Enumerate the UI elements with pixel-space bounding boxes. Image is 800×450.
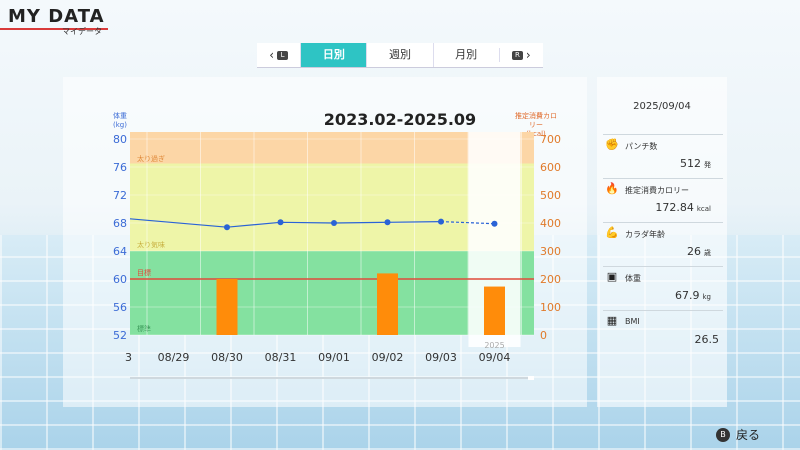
band-label-overweight: 太り過ぎ bbox=[137, 154, 165, 163]
calorie-axis-title: 推定消費カロリー (kcal) bbox=[512, 112, 560, 139]
l-button-icon: L bbox=[277, 50, 289, 60]
weight-point-08-30 bbox=[224, 224, 230, 231]
weight-point-09-01 bbox=[331, 220, 337, 226]
weight-line-projection bbox=[440, 221, 495, 225]
stat-label: 体重 bbox=[625, 274, 641, 283]
weight-tick: 56 bbox=[113, 301, 127, 314]
weight-point-09-03 bbox=[438, 218, 444, 225]
stat-value: 26.5 bbox=[695, 333, 720, 346]
target-label: 目標 bbox=[137, 268, 151, 277]
stat-number: 26 bbox=[687, 245, 701, 258]
stat-number: 512 bbox=[680, 157, 701, 170]
chevron-right-icon: › bbox=[525, 48, 531, 62]
calorie-bar-08-30 bbox=[216, 279, 238, 335]
chevron-left-icon: ‹ bbox=[269, 48, 275, 62]
flame-icon: 🔥 bbox=[605, 182, 619, 195]
band-2 bbox=[130, 251, 534, 335]
x-tick-09-03: 09/03 bbox=[425, 351, 457, 364]
stat-value: 512 発 bbox=[680, 157, 711, 170]
stat-scale: ▣ 体重 67.9 kg bbox=[603, 266, 723, 311]
stat-label: パンチ数 bbox=[625, 142, 658, 151]
back-button[interactable]: B 戻る bbox=[716, 426, 760, 443]
x-tick-08-30: 08/30 bbox=[211, 351, 243, 364]
summary-date: 2025/09/04 bbox=[633, 101, 691, 112]
calorie-tick: 500 bbox=[540, 189, 561, 202]
scale-icon: ▣ bbox=[606, 270, 618, 283]
calorie-tick: 400 bbox=[540, 217, 561, 230]
weight-tick: 76 bbox=[113, 161, 127, 174]
tab-prev-button[interactable]: ‹ L bbox=[257, 48, 300, 62]
weight-line bbox=[129, 218, 442, 228]
x-tick-partial: 3 bbox=[125, 351, 132, 364]
muscle-icon: 💪 bbox=[605, 226, 619, 239]
stat-unit: 発 bbox=[704, 161, 711, 169]
r-button-icon: R bbox=[511, 50, 523, 60]
page-title: MY DATA bbox=[8, 6, 105, 27]
x-tick-09-01: 09/01 bbox=[318, 351, 350, 364]
stat-label: カラダ年齢 bbox=[625, 230, 665, 239]
b-button-icon: B bbox=[716, 427, 730, 442]
weight-tick: 60 bbox=[113, 273, 127, 286]
weight-tick: 52 bbox=[113, 329, 127, 342]
weight-point-09-02 bbox=[384, 219, 391, 226]
x-tick-09-02: 09/02 bbox=[372, 351, 404, 364]
weight-axis-title: 体重 (kg) bbox=[106, 112, 134, 130]
page-subtitle: マイデータ bbox=[62, 27, 102, 36]
stat-unit: 歳 bbox=[704, 249, 711, 257]
stat-value: 67.9 kg bbox=[675, 289, 711, 302]
stat-number: 26.5 bbox=[694, 333, 720, 346]
calorie-tick: 200 bbox=[540, 273, 561, 286]
stat-flame: 🔥 推定消費カロリー 172.84 kcal bbox=[603, 178, 723, 223]
back-label: 戻る bbox=[736, 428, 761, 442]
stat-unit: kcal bbox=[696, 205, 711, 213]
x-tick-09-04: 09/04 bbox=[479, 351, 511, 364]
weight-axis-title-line1: 体重 bbox=[113, 112, 127, 120]
stat-label: BMI bbox=[625, 317, 640, 326]
calculator-icon: ▦ bbox=[606, 314, 618, 327]
stat-value: 26 歳 bbox=[687, 245, 711, 258]
tab-daily[interactable]: 日別 bbox=[300, 43, 367, 67]
stat-calculator: ▦ BMI 26.5 bbox=[603, 310, 723, 355]
stat-label: 推定消費カロリー bbox=[625, 186, 689, 195]
calorie-tick: 100 bbox=[540, 301, 561, 314]
band-label-slightly-overweight: 太り気味 bbox=[137, 240, 165, 249]
stat-unit: kg bbox=[702, 293, 712, 301]
weight-axis-title-line2: (kg) bbox=[113, 121, 127, 129]
calorie-tick: 600 bbox=[540, 161, 561, 174]
tab-monthly[interactable]: 月別 bbox=[432, 43, 499, 67]
calorie-axis-title-line2: (kcal) bbox=[526, 130, 546, 138]
tab-next-button[interactable]: R › bbox=[498, 48, 543, 62]
weight-tick: 80 bbox=[113, 133, 127, 146]
stat-number: 172.84 bbox=[655, 201, 694, 214]
title-underline bbox=[0, 28, 108, 30]
x-tick-08-31: 08/31 bbox=[265, 351, 297, 364]
calorie-tick: 300 bbox=[540, 245, 561, 258]
calorie-bar-09-04 bbox=[484, 286, 505, 335]
punch-icon: ✊ bbox=[605, 138, 619, 151]
stat-muscle: 💪 カラダ年齢 26 歳 bbox=[603, 222, 723, 267]
chart-scrollbar-thumb[interactable] bbox=[528, 376, 534, 380]
weight-tick: 64 bbox=[113, 245, 127, 258]
stat-number: 67.9 bbox=[675, 289, 700, 302]
band-label-normal: 標準 bbox=[137, 324, 151, 333]
band-1 bbox=[130, 163, 534, 251]
weight-tick: 72 bbox=[113, 189, 127, 202]
stat-value: 172.84 kcal bbox=[655, 201, 711, 214]
tab-weekly[interactable]: 週別 bbox=[366, 43, 432, 67]
weight-tick: 68 bbox=[113, 217, 127, 230]
weight-point-08-31 bbox=[277, 219, 284, 226]
calorie-axis-title-line1: 推定消費カロリー bbox=[515, 112, 557, 129]
chart-title: 2023.02-2025.09 bbox=[323, 110, 477, 129]
band-0 bbox=[130, 132, 534, 164]
year-marker: 2025 bbox=[484, 341, 504, 350]
weight-point-09-04 bbox=[491, 220, 498, 227]
stat-punch: ✊ パンチ数 512 発 bbox=[603, 134, 723, 179]
x-tick-08-29: 08/29 bbox=[158, 351, 190, 364]
period-tabs: ‹ L 日別 週別 月別 R › bbox=[257, 43, 543, 68]
day-summary-panel: 2025/09/04 ✊ パンチ数 512 発 🔥 推定消費カロリー 172.84 kcal 💪… bbox=[597, 77, 727, 407]
calorie-tick: 0 bbox=[540, 329, 547, 342]
calorie-bar-09-02 bbox=[377, 273, 398, 335]
calorie-tick: 700 bbox=[540, 133, 561, 146]
